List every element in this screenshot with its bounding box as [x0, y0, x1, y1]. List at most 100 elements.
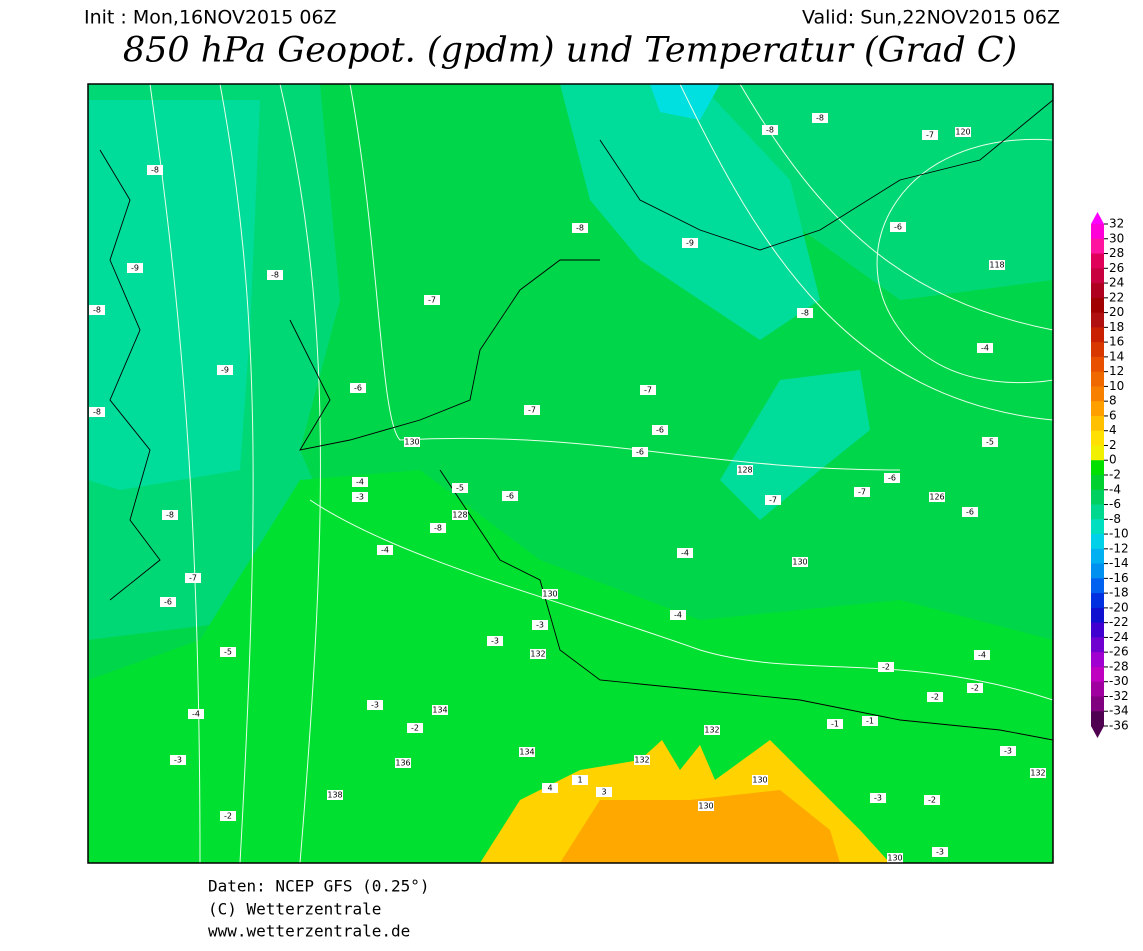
contour-label: -6 [636, 448, 644, 457]
colorbar-swatch [1091, 312, 1104, 328]
colorbar-swatch [1091, 607, 1104, 624]
label-box [827, 719, 843, 729]
contour-label: -3 [174, 756, 182, 765]
cold-zone [560, 84, 820, 340]
label-box [652, 425, 668, 435]
map-title: 850 hPa Geopot. (gpdm) und Temperatur (G… [123, 31, 1017, 71]
contour-label: -7 [769, 496, 777, 505]
contour-label: -6 [894, 223, 902, 232]
contour-label: -9 [221, 366, 229, 375]
contour-label: -8 [816, 114, 824, 123]
contour-label: 138 [327, 791, 342, 800]
contour-label: -4 [674, 611, 682, 620]
colorbar-label: -4 [1109, 482, 1121, 496]
contour-label: -8 [166, 511, 174, 520]
colorbar-swatch [1091, 504, 1104, 520]
colorbar-swatch [1091, 445, 1104, 461]
label-box [452, 510, 468, 520]
contour-label: -6 [966, 508, 974, 517]
colorbar-swatch [1091, 401, 1104, 417]
colorbar-label: -12 [1109, 541, 1129, 555]
label-box [377, 545, 393, 555]
contour-label: 130 [792, 558, 807, 567]
label-box [524, 405, 540, 415]
label-box [634, 755, 650, 765]
contour-label: 4 [547, 784, 552, 793]
colorbar-label: 24 [1109, 276, 1124, 290]
label-box [878, 662, 894, 672]
label-box [962, 507, 978, 517]
colorbar-label: -28 [1109, 659, 1129, 673]
contour-label: 120 [955, 128, 970, 137]
label-box [532, 620, 548, 630]
colorbar-swatch [1091, 224, 1104, 240]
label-box [407, 723, 423, 733]
colorbar-label: 22 [1109, 290, 1124, 304]
label-box [927, 692, 943, 702]
contour-label: 132 [530, 650, 545, 659]
label-box [519, 747, 535, 757]
contour-label: 130 [698, 802, 713, 811]
label-box [792, 557, 808, 567]
contour-label: -6 [656, 426, 664, 435]
label-box [812, 113, 828, 123]
map-area: -8 -9 -8 -8 -9 -8 -7 -6 130 -7 -7 -6 -6 -8 -9 -8 -8 -8 -7 1… [88, 84, 1053, 863]
contour-label: 134 [432, 706, 447, 715]
colorbar-label: -2 [1109, 468, 1121, 482]
colorbar-swatch [1091, 356, 1104, 373]
colorbar-label: 30 [1109, 231, 1124, 245]
contour-label: 132 [1030, 769, 1045, 778]
contour-label: -2 [882, 663, 890, 672]
contour-label: -6 [506, 492, 514, 501]
contour-label: -1 [866, 717, 874, 726]
label-box [89, 305, 105, 315]
colorbar-arrow [1091, 212, 1104, 224]
label-box [955, 127, 971, 137]
contour-label: -6 [888, 474, 896, 483]
data-source: Daten: NCEP GFS (0.25°) [208, 877, 430, 896]
colorbar-swatch [1091, 622, 1104, 638]
label-box [737, 465, 753, 475]
label-box [404, 437, 420, 447]
label-box [854, 487, 870, 497]
label-box [542, 783, 558, 793]
label-box [185, 573, 201, 583]
contour-label: -3 [356, 493, 364, 502]
label-box [670, 610, 686, 620]
contour-label: -1 [831, 720, 839, 729]
label-box [89, 407, 105, 417]
label-box [640, 385, 656, 395]
colorbar-swatch [1091, 386, 1104, 402]
contour-label: -5 [986, 438, 994, 447]
label-box [752, 775, 768, 785]
contour-label: -7 [926, 131, 934, 140]
contour-label: -8 [93, 408, 101, 417]
colorbar-label: 4 [1109, 423, 1117, 437]
label-box [147, 165, 163, 175]
label-box [327, 790, 343, 800]
contour-label: -3 [936, 848, 944, 857]
label-box [430, 523, 446, 533]
label-box [350, 383, 366, 393]
label-box [870, 793, 886, 803]
label-box [924, 795, 940, 805]
contour-label: 132 [634, 756, 649, 765]
label-box [267, 270, 283, 280]
contour-label: -4 [681, 549, 689, 558]
contour-label: -8 [271, 271, 279, 280]
colorbar-label: 32 [1109, 217, 1124, 231]
label-box [862, 716, 878, 726]
colorbar-label: -30 [1109, 674, 1129, 688]
contour-label: -2 [931, 693, 939, 702]
label-box [765, 495, 781, 505]
colorbar-swatch [1091, 681, 1104, 697]
colorbar-label: 8 [1109, 394, 1117, 408]
cold-zone [720, 370, 870, 520]
contour-label: -5 [224, 648, 232, 657]
label-box [530, 649, 546, 659]
colorbar-label: 20 [1109, 305, 1124, 319]
label-box [542, 589, 558, 599]
colorbar-label: 18 [1109, 320, 1124, 334]
label-box [632, 447, 648, 457]
